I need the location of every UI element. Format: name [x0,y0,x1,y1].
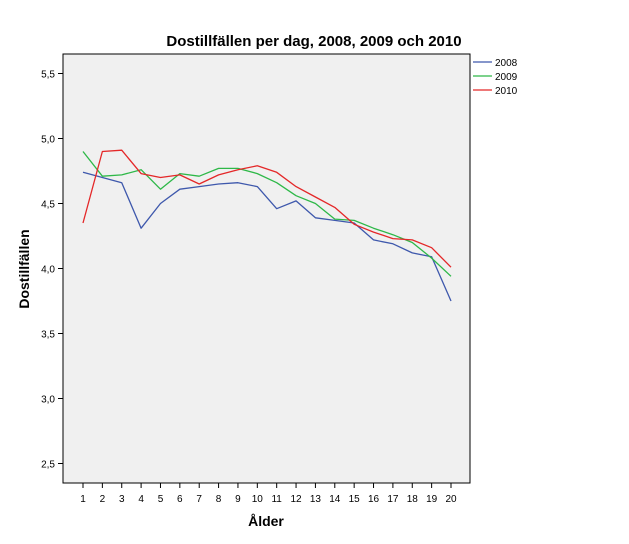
x-tick-label: 13 [310,494,322,505]
plot-area [62,53,471,484]
legend-label-2010: 2010 [495,86,518,97]
x-axis: 1 2 3 4 5 6 7 8 9 10 11 12 13 14 15 16 17 18 19 20 [80,483,457,505]
y-tick-label: 4,0 [41,265,55,276]
x-tick-label: 9 [235,494,241,505]
series-line-2008 [82,171,452,302]
y-axis-title: Dostillfällen [16,229,32,308]
x-tick-label: 11 [271,494,282,505]
x-tick-label: 14 [329,494,341,505]
chart-title: Dostillfällen per dag, 2008, 2009 och 20… [166,33,461,50]
x-tick-label: 17 [387,494,399,505]
y-tick-label: 5,0 [41,135,55,146]
y-tick-label: 3,5 [41,330,55,341]
x-tick-label: 12 [290,494,302,505]
x-tick-label: 1 [80,494,86,505]
x-tick-label: 3 [119,494,125,505]
x-tick-label: 18 [407,494,419,505]
legend: 2008 2009 2010 [473,58,518,97]
y-axis: 2,5 3,0 3,5 4,0 4,5 5,0 5,5 [41,70,63,471]
x-tick-label: 20 [445,494,457,505]
x-tick-label: 16 [368,494,380,505]
x-tick-label: 4 [138,494,144,505]
series-line-2009 [82,151,452,277]
y-tick-label: 3,0 [41,395,55,406]
x-tick-label: 5 [158,494,164,505]
legend-label-2008: 2008 [495,58,518,69]
y-tick-label: 5,5 [41,70,55,81]
x-tick-label: 15 [349,494,361,505]
legend-label-2009: 2009 [495,72,518,83]
x-tick-label: 19 [426,494,438,505]
x-tick-label: 7 [196,494,202,505]
x-tick-label: 10 [252,494,264,505]
y-tick-label: 2,5 [41,460,55,471]
x-tick-label: 2 [100,494,106,505]
x-tick-label: 6 [177,494,183,505]
x-axis-title: Ålder [248,513,284,529]
x-tick-label: 8 [216,494,222,505]
y-tick-label: 4,5 [41,200,55,211]
series-line-2010 [82,149,452,268]
series-group [82,149,452,302]
